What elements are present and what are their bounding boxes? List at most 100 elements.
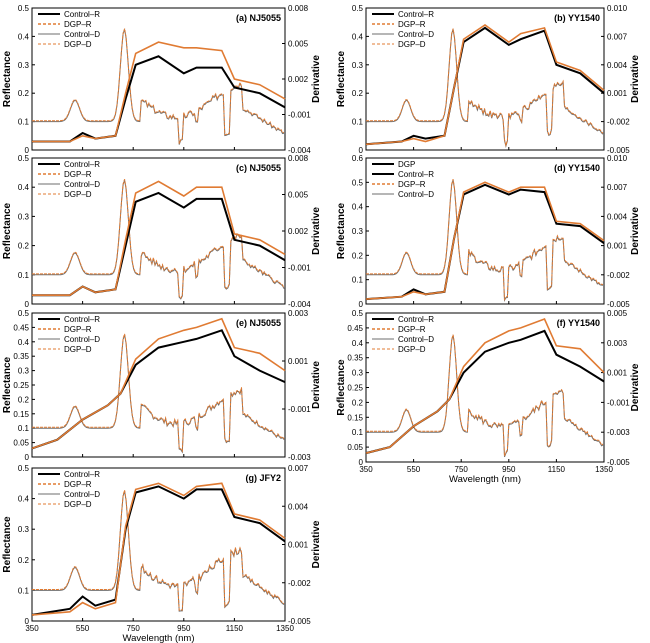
y-tick-label: 0.4 <box>18 183 30 192</box>
y-tick-label: 0 <box>359 300 364 309</box>
legend-label: DGP–R <box>64 170 92 179</box>
x-tick-label: 950 <box>177 624 191 633</box>
y-tick-label: 0.3 <box>18 367 30 376</box>
legend-label: Control–R <box>398 170 434 179</box>
y2-tick-label: 0.004 <box>607 212 628 221</box>
y2-tick-label: -0.005 <box>607 146 630 155</box>
y-tick-label: 0 <box>359 458 364 467</box>
y-tick-label: 0.2 <box>352 398 364 407</box>
control-r-line <box>32 55 286 143</box>
legend-label: Control–R <box>398 315 434 324</box>
dgp-d-line <box>32 333 285 453</box>
dgp-r-line <box>365 317 605 454</box>
y-tick-label: 0.4 <box>18 32 30 41</box>
y-tick-label: 0.3 <box>18 212 30 221</box>
y2-tick-label: 0.008 <box>288 4 309 13</box>
y-tick-label: 0.6 <box>352 154 364 163</box>
legend-label: DGP–D <box>64 345 92 354</box>
y2-tick-label: -0.002 <box>607 118 630 127</box>
legend-label: DGP–D <box>64 40 92 49</box>
legend-label: Control–R <box>64 10 100 19</box>
y2-tick-label: 0.001 <box>288 541 309 550</box>
dgp-r-line <box>31 317 286 450</box>
y-tick-label: 0.2 <box>18 556 30 565</box>
y-tick-label: 0.5 <box>18 464 30 473</box>
legend-label: DGP–R <box>398 20 426 29</box>
panel-f: 0 0.05 0.1 0.15 0.2 0.25 0.3 0.35 0.4 0.45 0.5 -0.0… <box>336 309 641 485</box>
panel-title: (a) NJ5055 <box>236 13 281 23</box>
y-axis-label: Reflectance <box>2 516 13 573</box>
x-tick-label: 750 <box>127 624 141 633</box>
control-r-line <box>31 485 286 616</box>
dgp-d-line <box>366 179 604 302</box>
y-tick-label: 0.1 <box>352 276 364 285</box>
x-tick-label: 350 <box>25 624 39 633</box>
y2-tick-label: 0.004 <box>607 61 628 70</box>
y2-tick-label: 0.005 <box>607 309 628 318</box>
panel-title: (e) NJ5055 <box>236 318 281 328</box>
y-tick-label: 0.5 <box>18 154 30 163</box>
y-tick-label: 0.5 <box>352 178 364 187</box>
legend-label: Control–R <box>64 470 100 479</box>
y-tick-label: 0 <box>25 617 30 626</box>
panel-a: 0 0.1 0.2 0.3 0.4 0.5 -0.004 -0.001 0.002 0.005 0.… <box>2 4 322 155</box>
y-tick-label: 0.15 <box>13 410 29 419</box>
legend-label: Control–R <box>398 10 434 19</box>
y-tick-label: 0.35 <box>347 354 363 363</box>
y-tick-label: 0.4 <box>352 203 364 212</box>
x-tick-label: 1350 <box>595 465 613 474</box>
y-tick-label: 0 <box>25 300 30 309</box>
y-tick-label: 0.1 <box>352 428 364 437</box>
y-tick-label: 0.1 <box>352 118 364 127</box>
x-tick-label: 1350 <box>276 624 294 633</box>
y2-tick-label: 0.002 <box>288 227 309 236</box>
panel-d: 0 0.1 0.2 0.3 0.4 0.5 0.6 -0.005 -0.002 0.001 0.00… <box>336 154 641 309</box>
panel-title: (b) YY1540 <box>554 13 600 23</box>
y-axis-label: Reflectance <box>2 50 13 107</box>
control-r-line <box>32 191 286 297</box>
panel-g: 0 0.1 0.2 0.3 0.4 0.5 -0.005 -0.002 0.001 0.004 0.… <box>2 464 322 643</box>
y2-axis-label: Derivative <box>630 55 641 103</box>
panel-c: 0 0.1 0.2 0.3 0.4 0.5 -0.004 -0.001 0.002 0.005 0.… <box>2 154 322 309</box>
dgp-r-line <box>365 24 605 146</box>
y2-tick-label: 0.004 <box>288 502 309 511</box>
y2-tick-label: 0.001 <box>607 89 628 98</box>
dgp-d-line <box>32 28 285 144</box>
y-tick-label: 0.5 <box>18 4 30 13</box>
dgp-d-line <box>366 28 604 148</box>
dgp-d-line <box>32 490 285 611</box>
legend-label: Control–D <box>398 30 434 39</box>
y-axis-label: Reflectance <box>2 356 13 413</box>
legend-label: DGP–R <box>64 480 92 489</box>
y-tick-label: 0.3 <box>352 369 364 378</box>
y-tick-label: 0.4 <box>352 339 364 348</box>
y-axis-label: Reflectance <box>336 50 347 107</box>
y-tick-label: 0.3 <box>18 61 30 70</box>
x-tick-label: 750 <box>455 465 469 474</box>
y2-axis-label: Derivative <box>311 207 322 255</box>
y2-tick-label: -0.005 <box>607 300 630 309</box>
y2-axis-label: Derivative <box>630 207 641 255</box>
y-tick-label: 0.5 <box>352 309 364 318</box>
y2-tick-label: 0.003 <box>288 309 309 318</box>
y-tick-label: 0.2 <box>18 89 30 98</box>
legend-label: DGP–D <box>398 345 426 354</box>
y-tick-label: 0.1 <box>18 271 30 280</box>
x-tick-label: 550 <box>407 465 421 474</box>
x-axis-label: Wavelength (nm) <box>123 633 195 643</box>
x-axis-label: Wavelength (nm) <box>449 474 521 485</box>
y-tick-label: 0.2 <box>352 89 364 98</box>
y-tick-label: 0 <box>25 453 30 462</box>
legend-label: Control–R <box>64 160 100 169</box>
y2-tick-label: -0.001 <box>288 264 311 273</box>
legend-label: DGP–D <box>64 190 92 199</box>
x-tick-label: 550 <box>76 624 90 633</box>
y2-axis-label: Derivative <box>630 363 641 411</box>
y2-axis-label: Derivative <box>311 520 322 568</box>
y-tick-label: 0.45 <box>347 324 363 333</box>
legend-label: DGP–D <box>64 500 92 509</box>
y2-tick-label: 0.005 <box>288 191 309 200</box>
y2-tick-label: -0.003 <box>288 453 311 462</box>
dgp-r-line <box>31 482 286 616</box>
dgp-d-line <box>366 334 604 457</box>
